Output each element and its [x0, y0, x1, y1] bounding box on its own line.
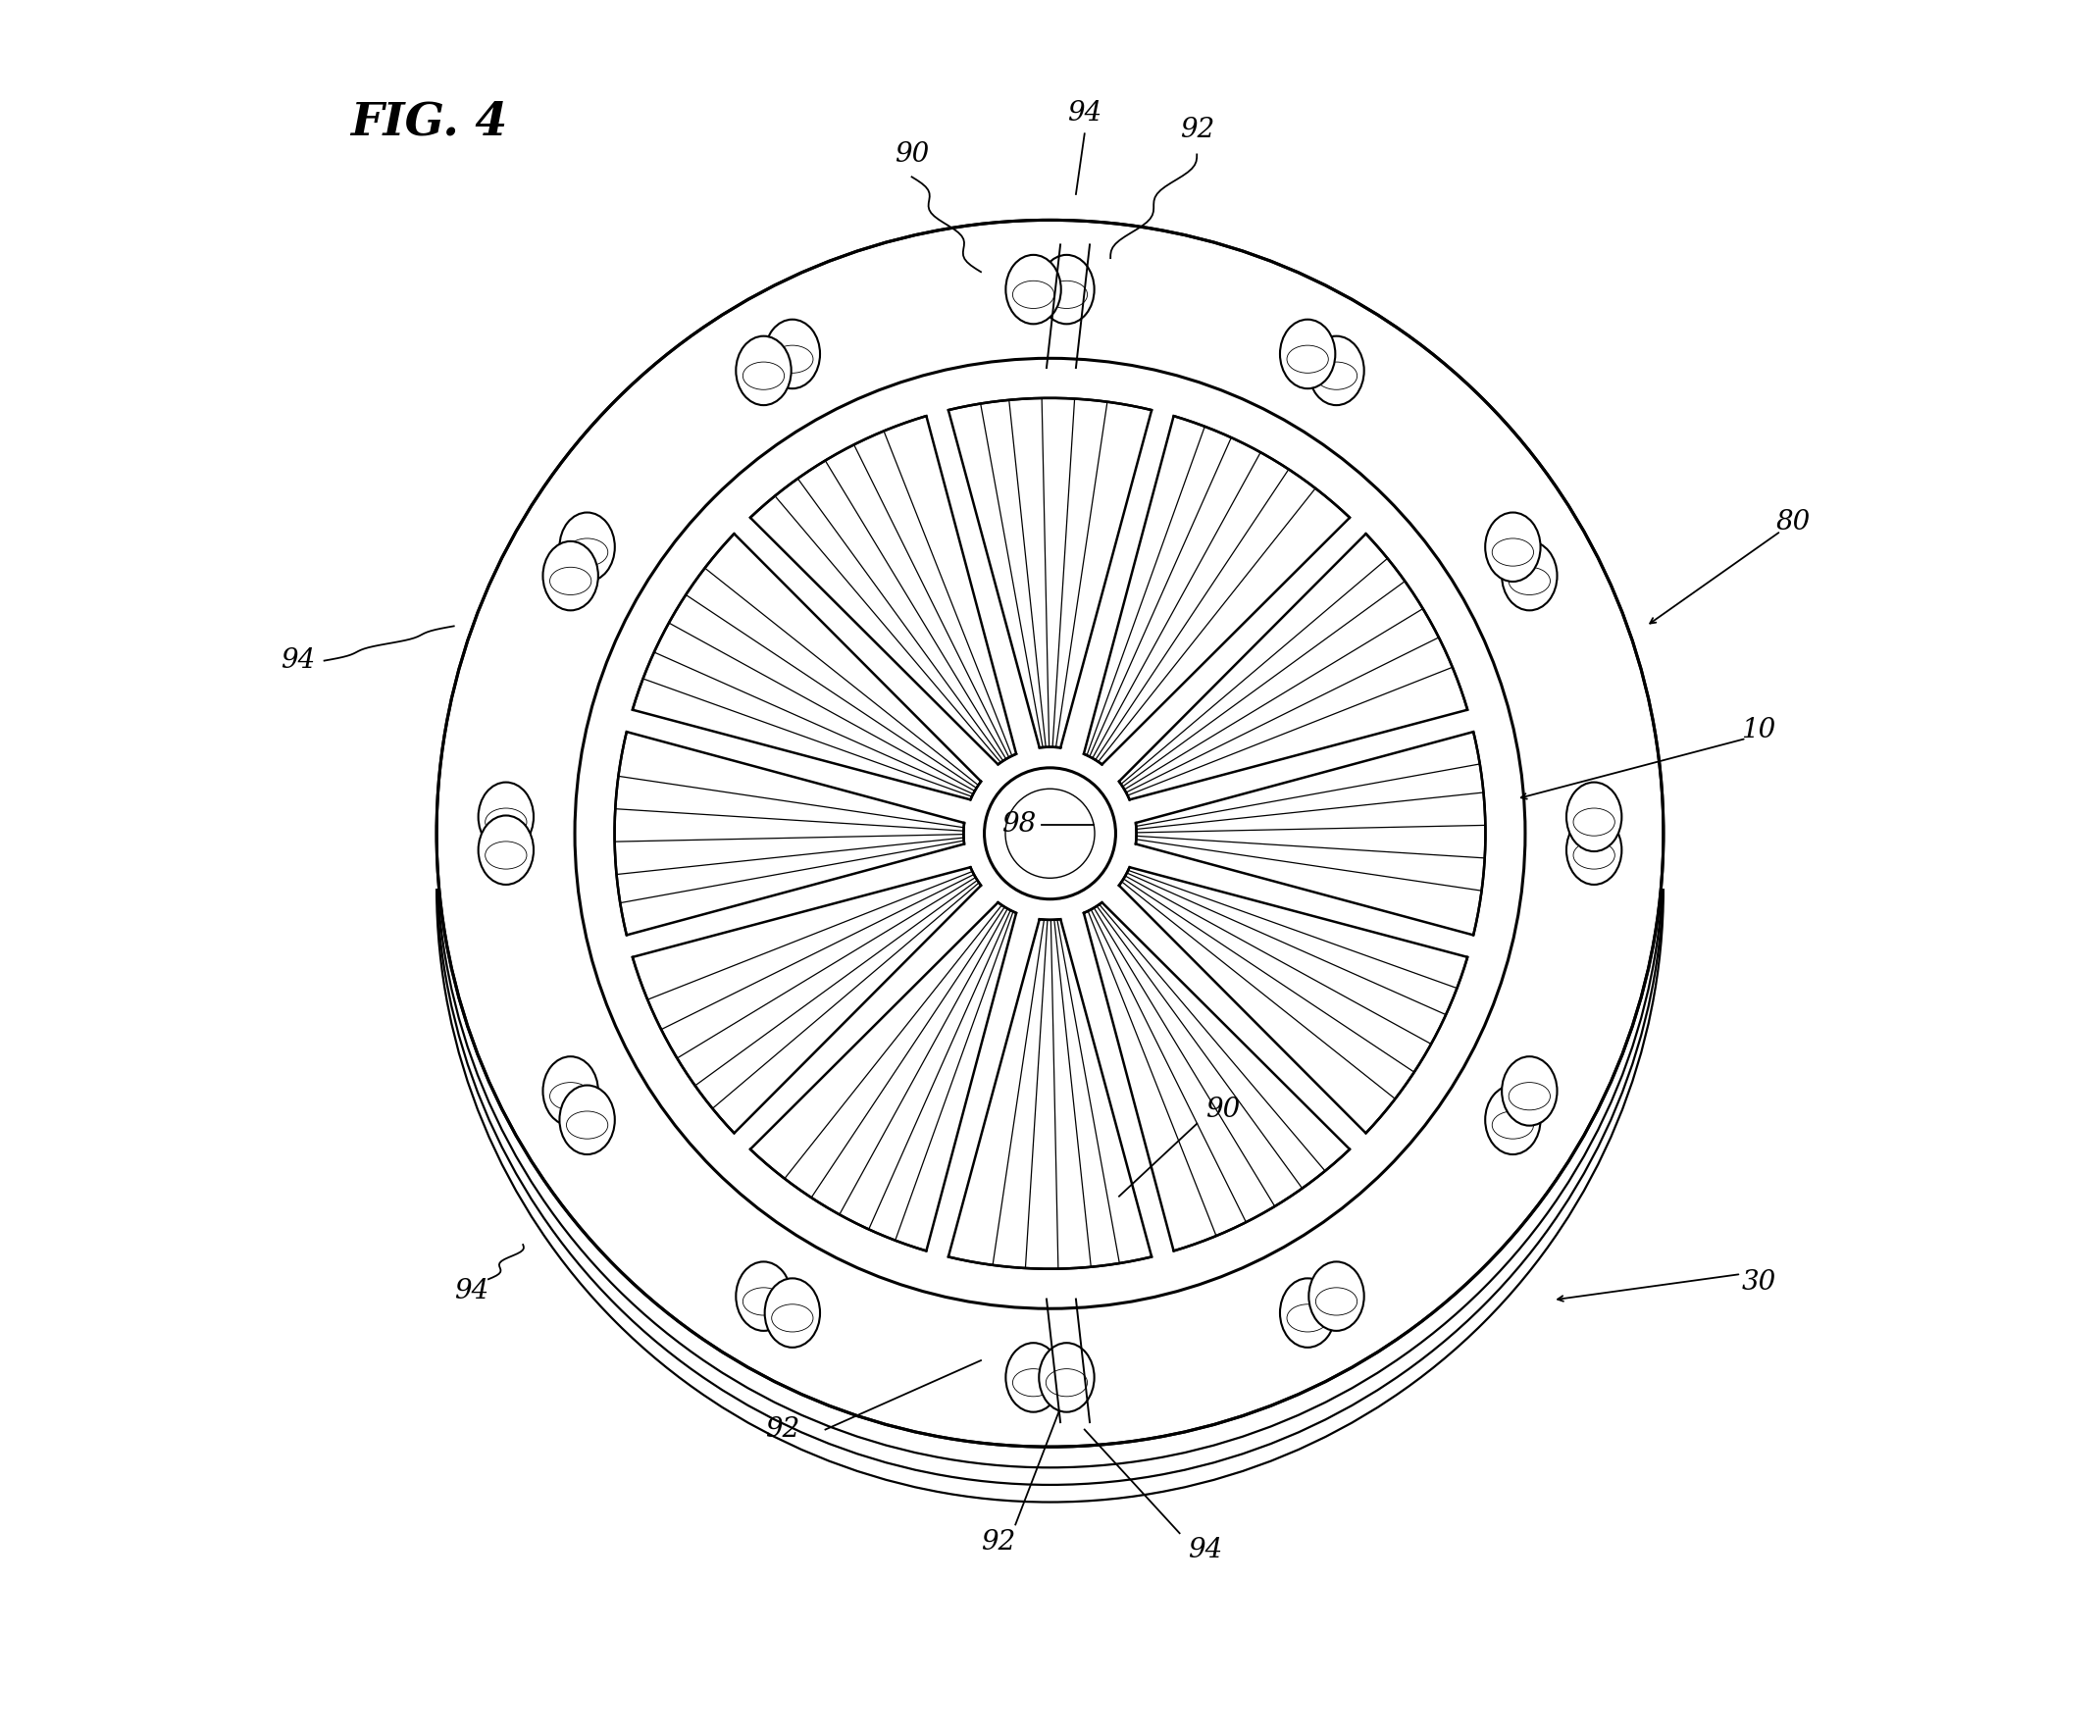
Text: 80: 80: [1777, 509, 1810, 536]
Polygon shape: [1084, 417, 1350, 764]
Ellipse shape: [1006, 1344, 1060, 1411]
Polygon shape: [401, 134, 1699, 871]
Ellipse shape: [1006, 255, 1060, 325]
Ellipse shape: [735, 337, 792, 404]
Ellipse shape: [1502, 542, 1556, 611]
Polygon shape: [750, 417, 1016, 764]
Ellipse shape: [1308, 337, 1365, 404]
Ellipse shape: [559, 512, 615, 582]
Ellipse shape: [1485, 512, 1541, 582]
Ellipse shape: [1567, 783, 1621, 851]
Polygon shape: [401, 134, 1699, 854]
Text: 90: 90: [895, 141, 928, 168]
Text: 92: 92: [764, 1417, 800, 1443]
Polygon shape: [1119, 868, 1468, 1134]
Ellipse shape: [1567, 816, 1621, 885]
Ellipse shape: [1308, 1262, 1365, 1332]
Polygon shape: [1084, 903, 1350, 1252]
Text: FIG. 4: FIG. 4: [351, 99, 508, 144]
Polygon shape: [401, 134, 1699, 889]
Text: 98: 98: [1002, 811, 1035, 838]
Ellipse shape: [544, 542, 598, 611]
Ellipse shape: [1040, 1344, 1094, 1411]
Ellipse shape: [479, 816, 533, 885]
Ellipse shape: [1040, 255, 1094, 325]
Ellipse shape: [544, 1057, 598, 1125]
Polygon shape: [1119, 533, 1468, 800]
Text: 92: 92: [981, 1529, 1016, 1555]
Ellipse shape: [1485, 1085, 1541, 1154]
Ellipse shape: [764, 1278, 819, 1347]
Polygon shape: [615, 733, 964, 936]
Text: 30: 30: [1741, 1269, 1777, 1295]
Ellipse shape: [735, 1262, 792, 1332]
Text: 94: 94: [1067, 99, 1102, 127]
Ellipse shape: [1502, 1057, 1556, 1125]
Text: 10: 10: [1741, 717, 1777, 743]
Text: 94: 94: [454, 1278, 489, 1304]
Text: 92: 92: [1180, 116, 1214, 144]
Polygon shape: [949, 398, 1151, 748]
Polygon shape: [632, 533, 981, 800]
Ellipse shape: [479, 783, 533, 851]
Text: 94: 94: [1189, 1538, 1222, 1564]
Ellipse shape: [1281, 319, 1336, 389]
Polygon shape: [750, 903, 1016, 1252]
Text: 90: 90: [1205, 1097, 1241, 1123]
Polygon shape: [949, 918, 1151, 1269]
Ellipse shape: [1281, 1278, 1336, 1347]
Text: 94: 94: [281, 648, 315, 674]
Ellipse shape: [559, 1085, 615, 1154]
Ellipse shape: [764, 319, 819, 389]
Polygon shape: [1136, 733, 1485, 936]
Polygon shape: [632, 868, 981, 1134]
